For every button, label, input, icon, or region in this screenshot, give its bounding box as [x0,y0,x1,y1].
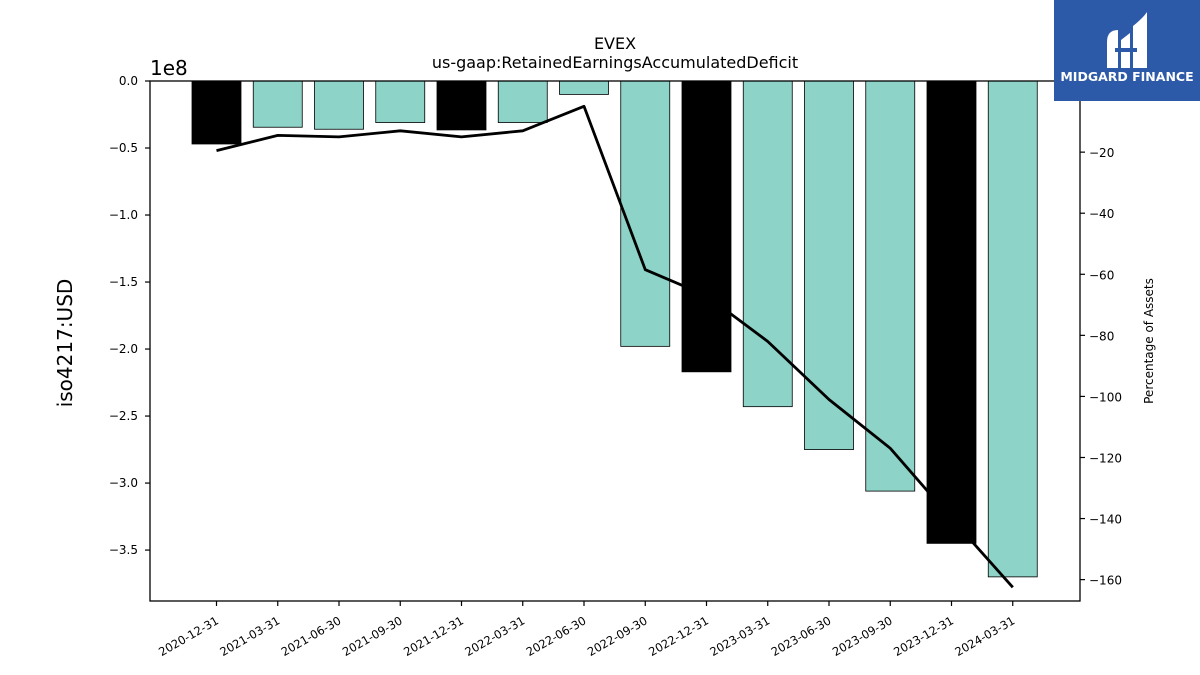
y-tick-label: −0.5 [109,141,138,155]
y-tick-label: −2.0 [109,342,138,356]
x-tick-label: 2023-06-30 [769,613,834,659]
x-tick-label: 2023-03-31 [707,613,772,659]
y2-tick-label: −120 [1089,451,1122,465]
y-tick-label: −1.0 [109,208,138,222]
x-tick-label: 2021-12-31 [401,613,466,659]
y2-tick-label: −140 [1089,513,1122,527]
x-tick-label: 2022-09-30 [585,613,650,659]
y2-tick-label: −40 [1089,207,1114,221]
y-axis-label: iso4217:USD [53,279,77,408]
y-tick-label: −2.5 [109,409,138,423]
bar-2023-09-30 [865,80,916,492]
bar-2020-12-31 [191,80,242,145]
bar-2021-12-31 [436,80,487,131]
chart-subtitle: us-gaap:RetainedEarningsAccumulatedDefic… [432,53,798,72]
x-tick-label: 2022-06-30 [524,613,589,659]
x-tick-label: 2021-06-30 [279,613,344,659]
x-tick-label: 2022-03-31 [462,613,527,659]
x-tick-label: 2023-09-30 [830,613,895,659]
bar-2022-06-30 [559,80,609,95]
y-tick-label: −1.5 [109,275,138,289]
line-layer [216,104,1014,589]
y2-tick-label: −60 [1089,268,1114,282]
x-tick-label: 2020-12-31 [156,613,221,659]
logo-text: MIDGARD FINANCE [1060,69,1193,84]
bar-2021-06-30 [314,80,364,130]
plot-frame [149,80,1081,602]
y2-tick-label: −80 [1089,329,1114,343]
percentage-of-assets-line [216,104,1014,589]
bars-layer [191,80,1038,578]
bar-2022-03-31 [497,80,548,123]
chart-title: EVEX [594,34,636,53]
y-tick-label: 0.0 [119,74,138,88]
x-tick-label: 2022-12-31 [646,613,711,659]
bar-2023-12-31 [926,80,977,544]
y2-tick-label: −100 [1089,390,1122,404]
bar-2021-03-31 [252,80,303,128]
y2-tick-label: −20 [1089,146,1114,160]
x-tick-label: 2024-03-31 [952,613,1017,659]
y2-axis-label: Percentage of Assets [1142,278,1156,404]
x-tick-label: 2023-12-31 [891,613,956,659]
logo-mark-icon [1107,12,1147,68]
bar-2023-06-30 [804,80,854,450]
bar-2021-09-30 [375,80,426,123]
bar-2022-12-31 [681,80,732,373]
y2-tick-label: −160 [1089,574,1122,588]
bar-2024-03-31 [987,80,1038,578]
x-tick-label: 2021-03-31 [217,613,282,659]
y-offset-label: 1e8 [150,56,188,80]
bar-2023-03-31 [742,80,793,408]
y-tick-label: −3.5 [109,543,138,557]
brand-logo: MIDGARD FINANCE [1054,0,1200,101]
y-tick-label: −3.0 [109,476,138,490]
x-tick-label: 2021-09-30 [340,613,405,659]
bar-2022-09-30 [620,80,671,347]
